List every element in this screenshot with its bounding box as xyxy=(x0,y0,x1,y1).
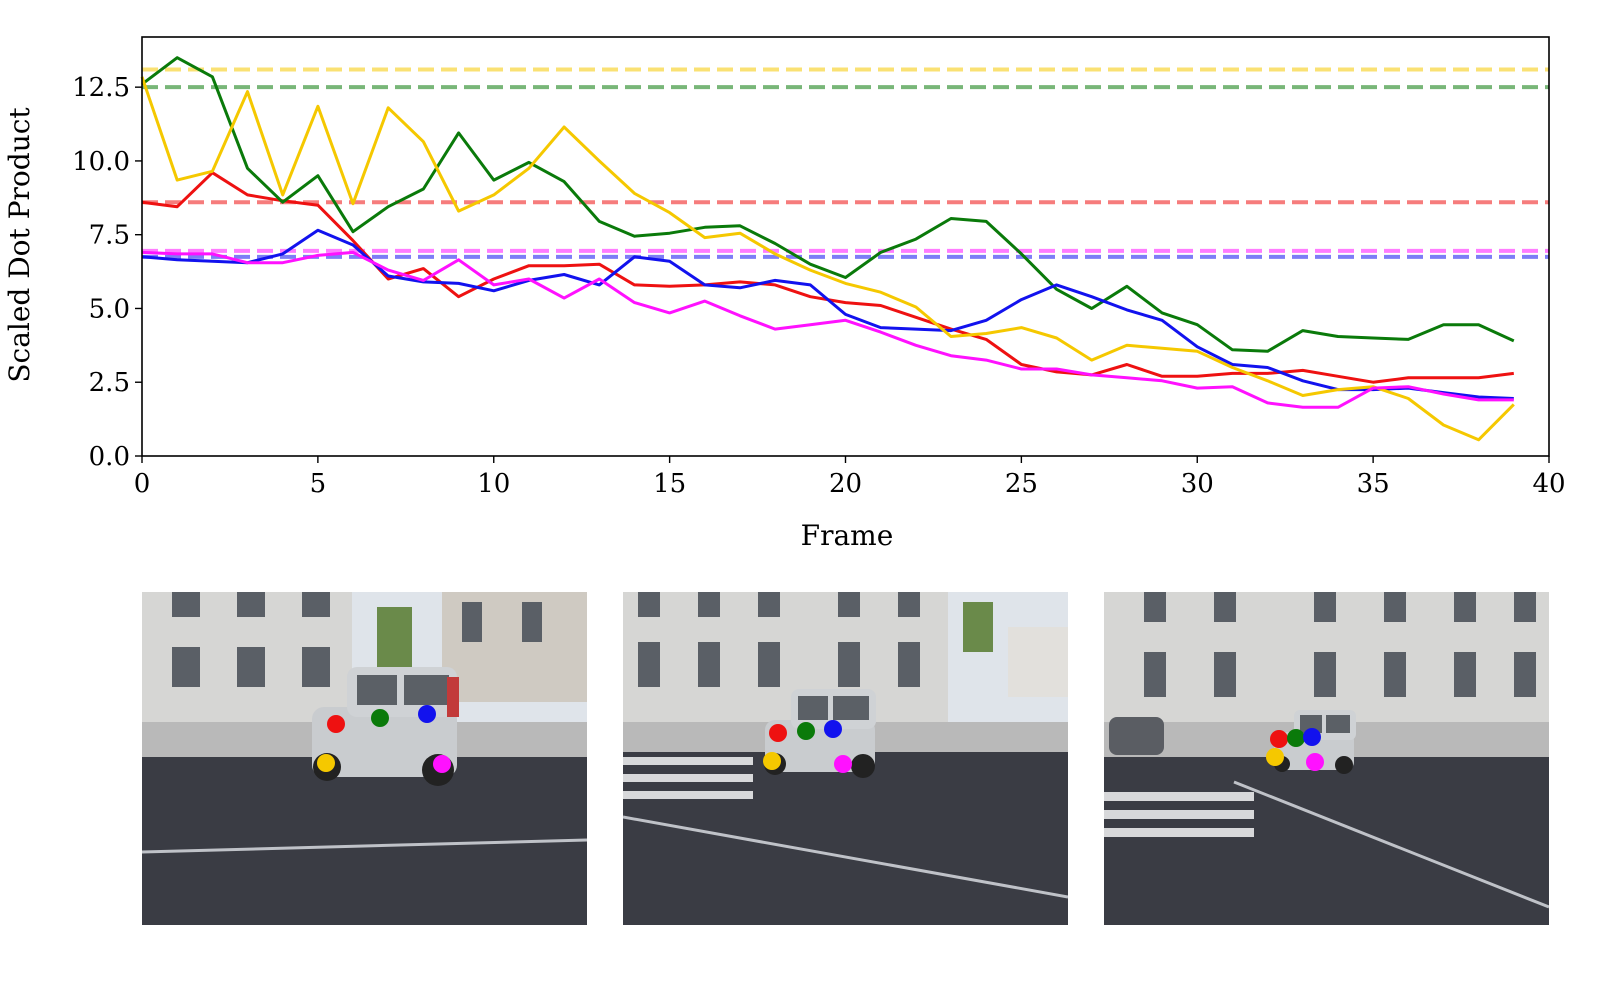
building xyxy=(1008,627,1068,697)
y-tick-label: 0.0 xyxy=(89,442,130,472)
keypoint-yellow xyxy=(1266,748,1284,766)
keypoints xyxy=(1266,728,1324,771)
keypoint-magenta xyxy=(834,755,852,773)
frame-photo-2 xyxy=(623,592,1068,925)
y-tick-label: 12.5 xyxy=(72,73,130,103)
series-magenta xyxy=(141,250,1514,409)
keypoint-red xyxy=(1270,730,1288,748)
keypoint-magenta xyxy=(433,755,451,773)
keypoint-green xyxy=(1287,729,1305,747)
y-ticks: 0.0 2.5 5.0 7.5 10.0 12.5 xyxy=(72,73,142,472)
keypoint-magenta xyxy=(1306,753,1324,771)
series-blue xyxy=(141,228,1514,400)
road-marking xyxy=(1233,780,1549,909)
y-tick-label: 10.0 xyxy=(72,147,130,177)
windows xyxy=(1144,592,1536,697)
frame-photo-3 xyxy=(1104,592,1549,925)
x-tick-label: 25 xyxy=(1005,469,1038,499)
keypoint-yellow xyxy=(763,752,781,770)
street-scene xyxy=(142,592,587,925)
keypoint-green xyxy=(797,722,815,740)
x-ticks: 0 5 10 15 20 25 30 35 40 xyxy=(134,456,1566,499)
y-tick-label: 7.5 xyxy=(89,221,130,251)
x-tick-label: 30 xyxy=(1181,469,1214,499)
windows xyxy=(172,592,542,687)
series-lines xyxy=(140,56,1515,442)
x-tick-label: 0 xyxy=(134,469,151,499)
keypoint-blue xyxy=(418,705,436,723)
y-tick-label: 5.0 xyxy=(89,294,130,324)
keypoint-blue xyxy=(1303,728,1321,746)
street-scene xyxy=(1104,592,1549,925)
x-tick-label: 5 xyxy=(310,469,327,499)
windows xyxy=(638,592,920,687)
road-marking xyxy=(142,838,587,854)
y-tick-label: 2.5 xyxy=(89,368,130,398)
road-marking xyxy=(623,815,1068,899)
keypoint-red xyxy=(769,724,787,742)
x-tick-label: 10 xyxy=(477,469,510,499)
y-axis-label: Scaled Dot Product xyxy=(3,107,36,383)
crosswalk xyxy=(1104,792,1254,837)
road xyxy=(1104,757,1549,925)
street-scene xyxy=(623,592,1068,925)
frame-photo-1 xyxy=(142,592,587,925)
tree xyxy=(377,607,412,667)
keypoint-yellow xyxy=(317,754,335,772)
series-green xyxy=(141,56,1515,353)
keypoints xyxy=(317,705,451,773)
crosswalk xyxy=(623,757,753,799)
x-tick-label: 35 xyxy=(1357,469,1390,499)
keypoint-green xyxy=(371,709,389,727)
x-tick-label: 15 xyxy=(653,469,686,499)
parked-car xyxy=(1109,717,1164,755)
x-tick-label: 40 xyxy=(1532,469,1565,499)
keypoint-red xyxy=(327,715,345,733)
series-yellow xyxy=(140,76,1515,442)
x-axis-label: Frame xyxy=(801,519,894,552)
reference-lines xyxy=(142,67,1549,259)
keypoint-blue xyxy=(824,720,842,738)
tree xyxy=(963,602,993,652)
line-chart: 0 5 10 15 20 25 30 35 40 0.0 2.5 5.0 7.5 10.0 12.5 Fr… xyxy=(3,36,1566,552)
keypoints xyxy=(763,720,852,773)
x-tick-label: 20 xyxy=(829,469,862,499)
